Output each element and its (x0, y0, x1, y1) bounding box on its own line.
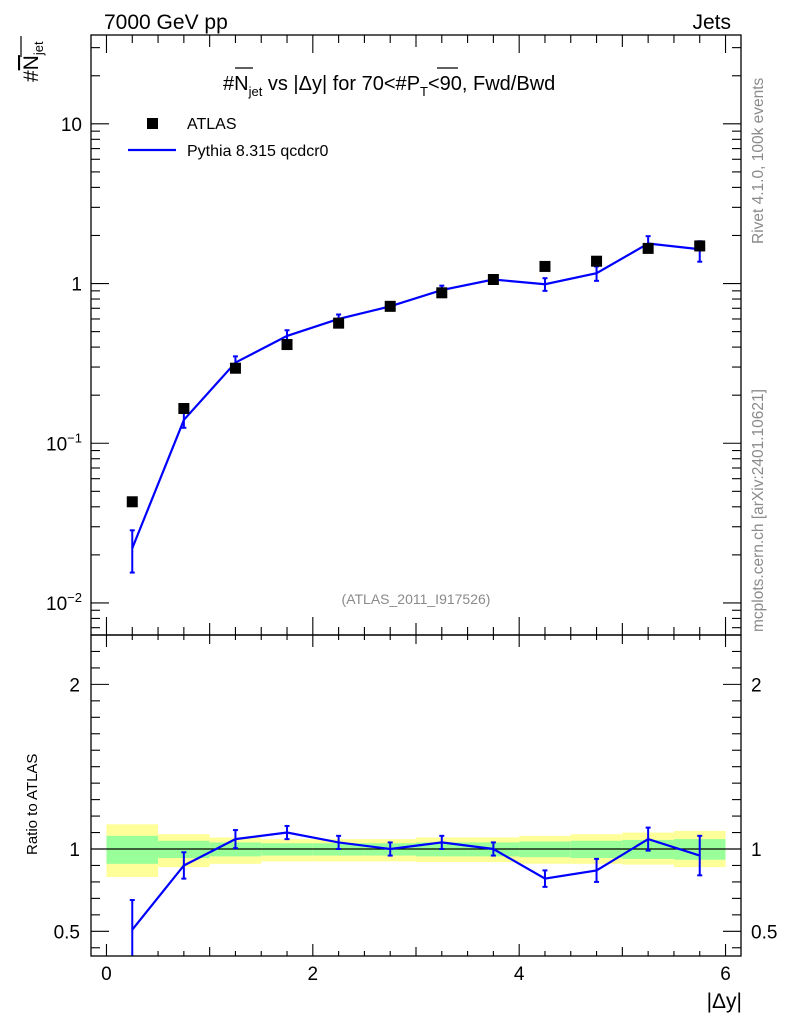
ratio-y-tick-label-right-1: 1 (751, 840, 762, 861)
top-y-tick-label-2: 1 (71, 275, 82, 296)
ratio-uncertainty-bands (91, 824, 741, 877)
title-middle: vs |Δy| for 70<# (262, 73, 407, 95)
top-y-tick-label-0: 10−2 (46, 590, 82, 615)
atlas-point-9 (591, 255, 603, 267)
x-tick-label-2: 4 (514, 964, 525, 985)
title-p: P (407, 73, 420, 95)
ratio-chart-marks (129, 824, 703, 956)
atlas-point-2 (229, 362, 241, 374)
top-y-tick-label-3: 10 (61, 115, 82, 136)
title-n: N (234, 73, 248, 95)
atlas-point-4 (333, 317, 345, 329)
category-label: Jets (692, 11, 731, 34)
top-ylabel-sub: jet (31, 41, 46, 56)
atlas-point-6 (436, 287, 448, 299)
top-y-tick-exp-0: −2 (67, 590, 82, 605)
atlas-point-7 (487, 274, 499, 286)
top-ylabel-hash: # (20, 70, 43, 82)
ratio-axis-labels: 0.5 0.5 1 1 2 2 0 2 4 6 (54, 675, 778, 985)
top-y-tick-exp-1: −1 (67, 430, 82, 445)
ratio-y-tick-label-left-2: 2 (69, 675, 80, 696)
rivet-info-label: Rivet 4.1.0, 100k events (750, 77, 767, 244)
ratio-y-tick-label-right-2: 2 (751, 675, 762, 696)
svg-text:#Njet: #Njet (20, 41, 46, 82)
title-hash: # (223, 73, 235, 95)
top-y-tick-base-1: 10 (46, 434, 67, 455)
ratio-panel-frame (90, 634, 742, 957)
title-tail: <90, Fwd/Bwd (428, 73, 555, 95)
energy-label: 7000 GeV pp (104, 11, 228, 34)
x-axis-label: |Δy| (707, 990, 742, 1013)
axis-ticks (91, 35, 741, 956)
legend: ATLAS Pythia 8.315 qcdcr0 (128, 116, 329, 160)
atlas-point-11 (694, 240, 706, 252)
ratio-ylabel: Ratio to ATLAS (24, 754, 41, 855)
top-ylabel: #Njet (20, 36, 46, 82)
atlas-point-0 (126, 496, 138, 508)
source-url-label: mcplots.cern.ch [arXiv:2401.10621] (750, 389, 767, 632)
ratio-band-green-0 (106, 835, 159, 864)
top-chart-marks (126, 235, 706, 574)
title-jet-sub: jet (248, 84, 263, 99)
ratio-y-tick-label-left-0: 0.5 (54, 922, 80, 943)
plot-title: #Njet vs |Δy| for 70<#PT<90, Fwd/Bwd (223, 73, 555, 99)
atlas-point-5 (384, 300, 396, 312)
ratio-pythia-line (131, 831, 701, 931)
atlas-point-10 (642, 242, 654, 254)
ratio-y-tick-label-left-1: 1 (69, 840, 80, 861)
pythia-line (131, 242, 700, 549)
atlas-point-8 (539, 260, 551, 272)
x-tick-label-3: 6 (720, 964, 731, 985)
legend-atlas-label: ATLAS (187, 116, 237, 133)
legend-pythia-label: Pythia 8.315 qcdcr0 (187, 143, 329, 160)
ratio-y-tick-label-right-0: 0.5 (751, 922, 777, 943)
top-y-tick-label-1: 10−1 (46, 430, 82, 455)
analysis-watermark: (ATLAS_2011_I917526) (342, 591, 491, 607)
legend-atlas-marker (147, 118, 158, 129)
atlas-point-3 (281, 339, 293, 351)
x-tick-label-1: 2 (308, 964, 319, 985)
title-t-sub: T (420, 84, 428, 99)
top-ylabel-n: N (20, 55, 43, 70)
top-y-tick-base-0: 10 (46, 594, 67, 615)
atlas-point-1 (178, 403, 190, 415)
x-tick-label-0: 0 (101, 964, 112, 985)
